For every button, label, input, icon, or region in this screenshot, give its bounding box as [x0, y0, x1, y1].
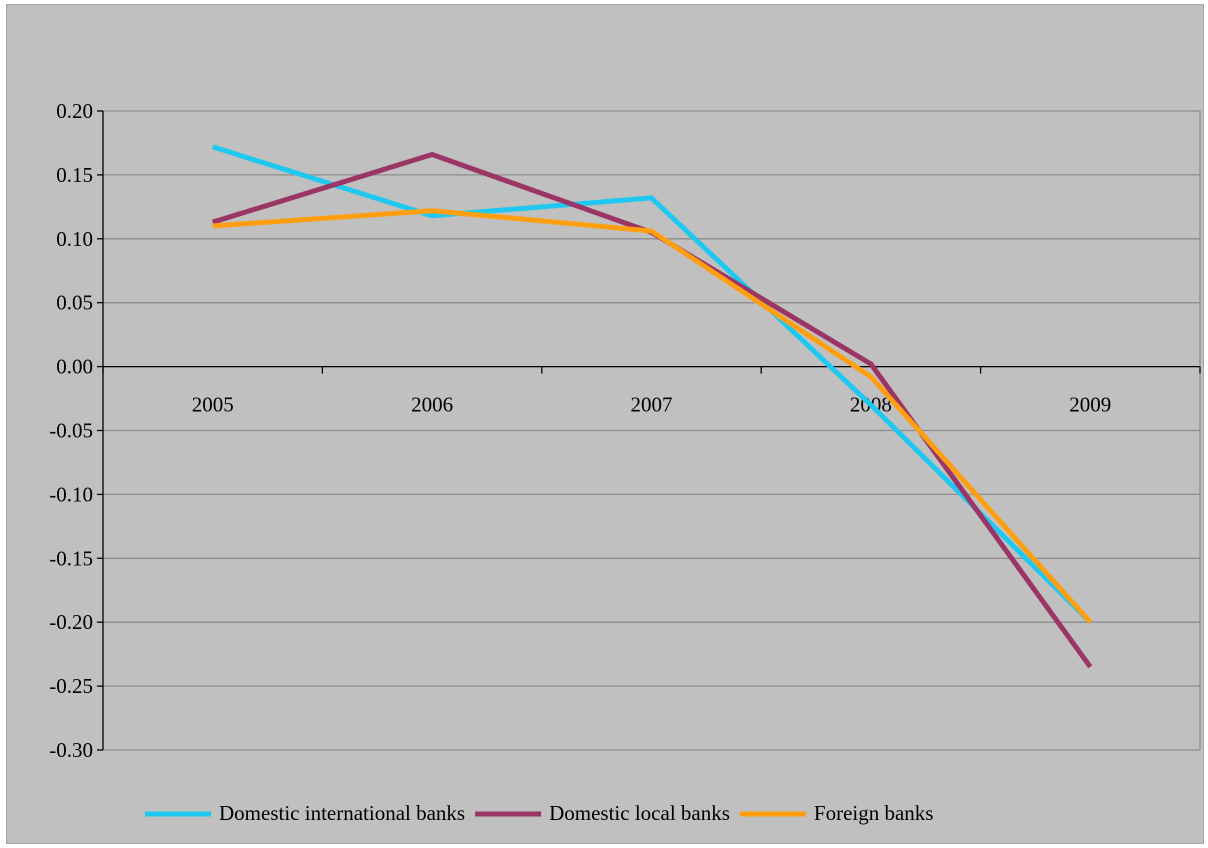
line-chart: 0.20 0.15 0.10 0.05 0.00 -0.05 -0.10 -0.15 -0.20…: [49, 99, 1201, 825]
series-line-3: [212, 208, 1093, 624]
legend: Domestic international banks Domestic loc…: [145, 801, 933, 825]
y-tick-label: 0.05: [56, 291, 93, 315]
x-tick-label: 2009: [1069, 393, 1111, 417]
series-lines: [211, 144, 1093, 669]
chart-area: 0.20 0.15 0.10 0.05 0.00 -0.05 -0.10 -0.15 -0.20…: [6, 4, 1204, 844]
x-tick-label: 2007: [631, 393, 673, 417]
y-tick-label: 0.00: [56, 355, 93, 379]
axes: [97, 110, 1201, 751]
y-axis-tick-labels: 0.20 0.15 0.10 0.05 0.00 -0.05 -0.10 -0.15 -0.20…: [49, 99, 93, 762]
y-tick-label: -0.05: [49, 419, 93, 443]
legend-label-3: Foreign banks: [814, 801, 934, 825]
x-tick-label: 2006: [411, 393, 453, 417]
y-tick-label: 0.10: [56, 227, 93, 251]
y-tick-label: 0.15: [56, 163, 93, 187]
legend-label-1: Domestic international banks: [219, 801, 465, 825]
legend-label-2: Domestic local banks: [549, 801, 730, 825]
y-tick-label: -0.10: [49, 482, 93, 506]
y-tick-label: -0.15: [49, 546, 93, 570]
y-tick-label: -0.30: [49, 738, 93, 762]
gridlines: [103, 110, 1200, 751]
x-tick-label: 2005: [192, 393, 234, 417]
series-line-1: [211, 144, 1093, 624]
y-tick-label: 0.20: [56, 99, 93, 123]
y-tick-label: -0.20: [49, 610, 93, 634]
y-tick-label: -0.25: [49, 674, 93, 698]
